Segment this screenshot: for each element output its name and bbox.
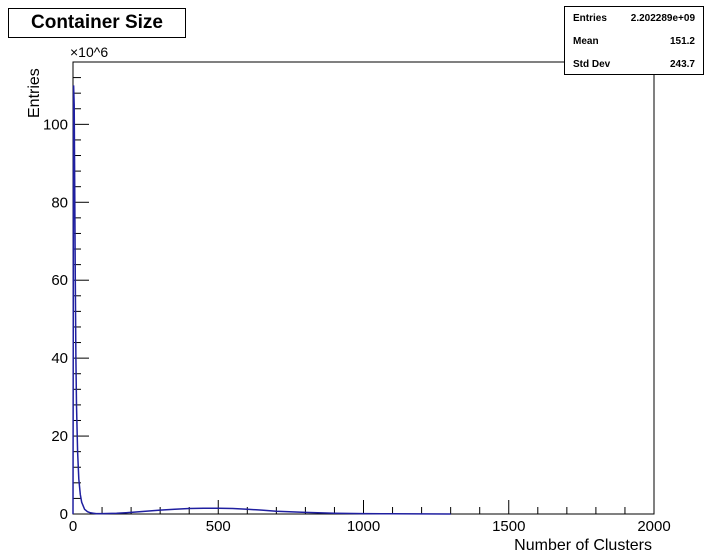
- y-tick-label: 20: [51, 428, 68, 445]
- x-tick-label: 0: [69, 518, 77, 535]
- stats-mean-value: 151.2: [669, 36, 695, 47]
- y-tick-label: 60: [51, 272, 68, 289]
- stats-mean-label: Mean: [573, 36, 599, 47]
- stats-row-entries: Entries 2.202289e+09: [565, 7, 703, 30]
- stats-entries-value: 2.202289e+09: [630, 13, 695, 24]
- x-tick-label: 1000: [347, 518, 380, 535]
- x-axis-label: Number of Clusters: [514, 537, 652, 553]
- y-tick-label: 0: [60, 506, 68, 523]
- y-tick-label: 100: [43, 116, 68, 133]
- stats-stddev-value: 243.7: [669, 59, 695, 70]
- plot-frame: [72, 61, 655, 515]
- stats-box: Entries 2.202289e+09 Mean 151.2 Std Dev …: [564, 6, 704, 75]
- x-tick-label: 1500: [492, 518, 525, 535]
- stats-entries-label: Entries: [573, 13, 607, 24]
- y-axis-label: Entries: [26, 68, 43, 118]
- y-tick-label: 40: [51, 350, 68, 367]
- y-axis-ticks: 0 20 40 60 80 100: [43, 77, 89, 523]
- stats-row-stddev: Std Dev 243.7: [565, 53, 703, 76]
- y-axis-multiplier: ×10^6: [70, 44, 108, 60]
- histogram-series-line: [72, 85, 451, 515]
- stats-row-mean: Mean 151.2: [565, 30, 703, 53]
- stats-stddev-label: Std Dev: [573, 59, 611, 70]
- x-axis-ticks: 0 500 1000 1500 2000: [69, 500, 671, 535]
- y-tick-label: 80: [51, 194, 68, 211]
- x-tick-label: 2000: [637, 518, 670, 535]
- chart-title: Container Size: [8, 8, 186, 38]
- x-tick-label: 500: [206, 518, 231, 535]
